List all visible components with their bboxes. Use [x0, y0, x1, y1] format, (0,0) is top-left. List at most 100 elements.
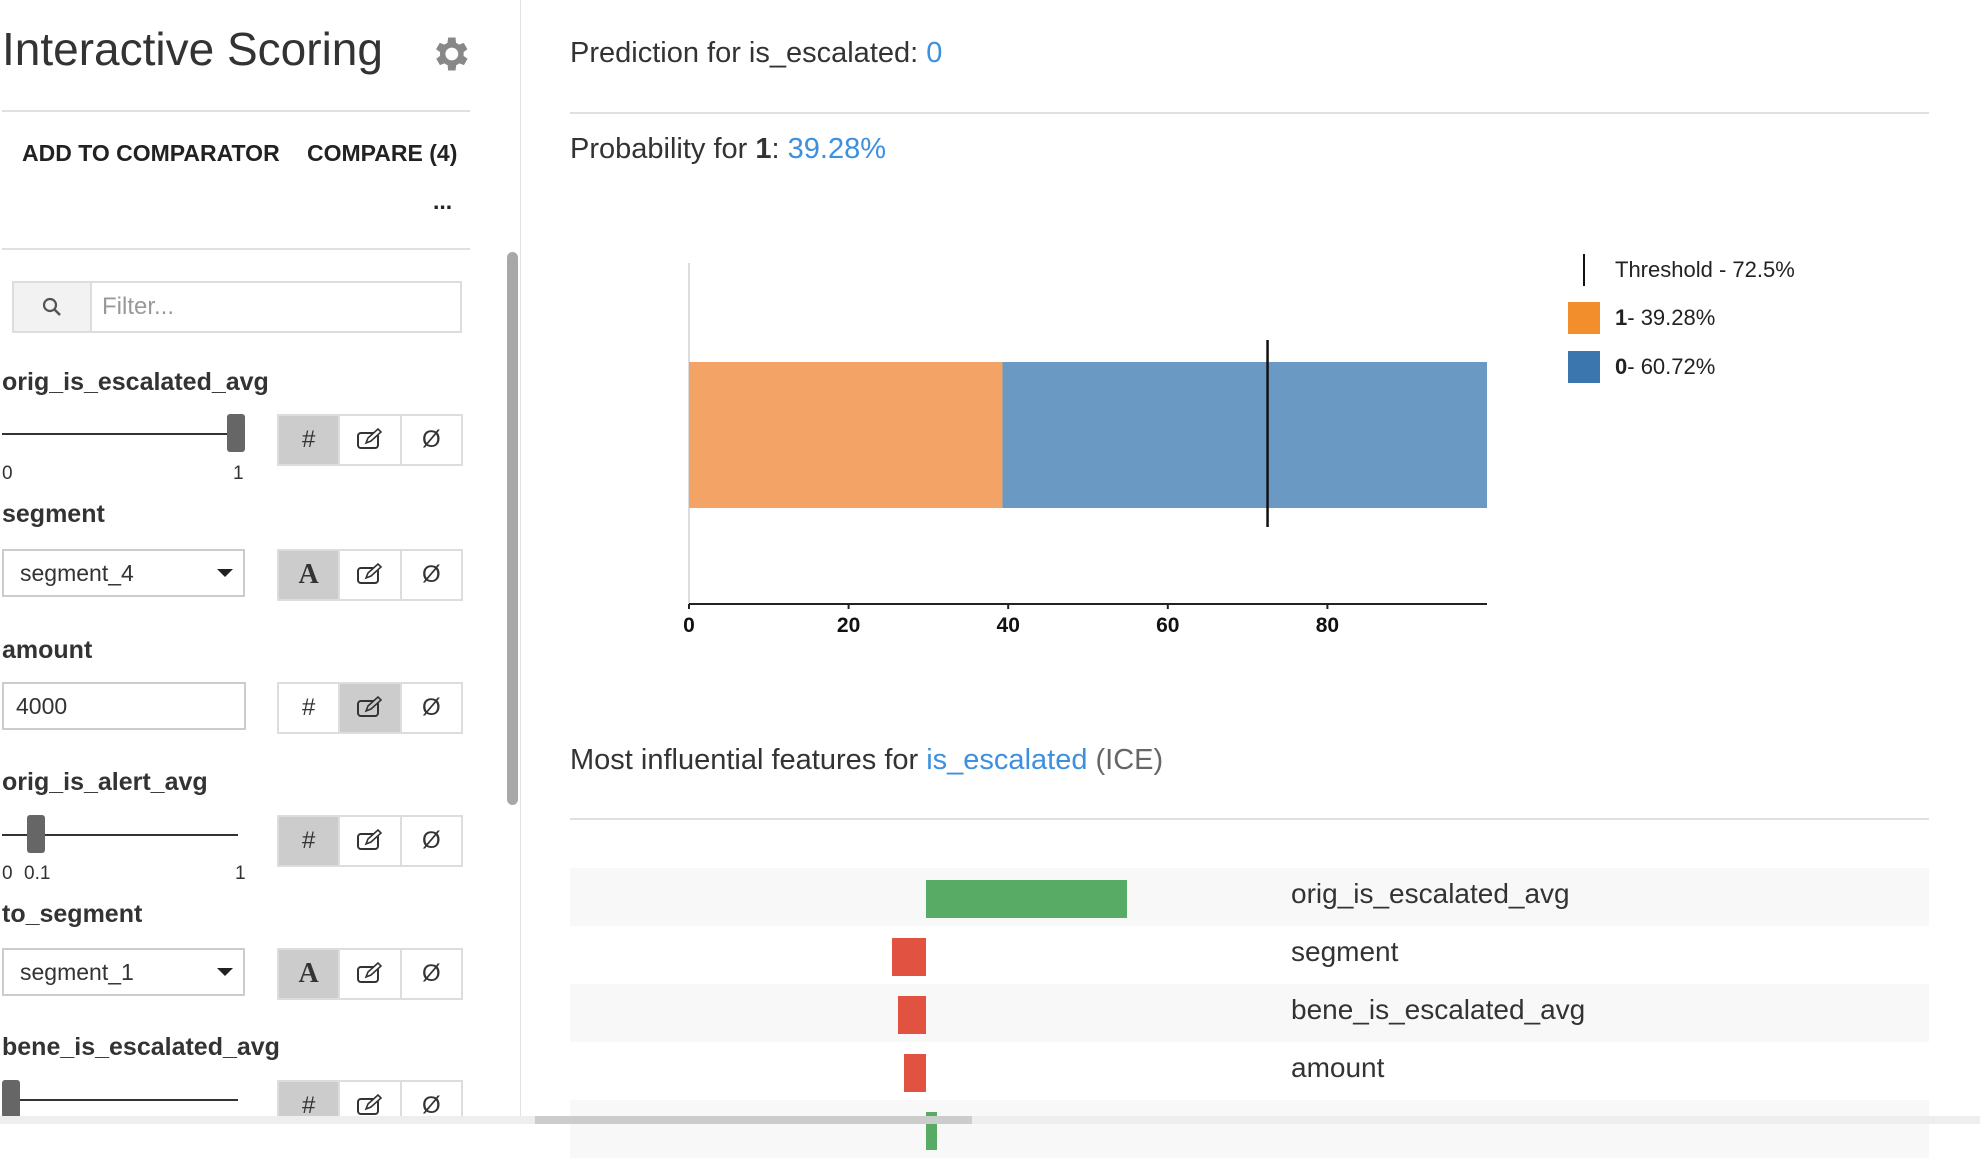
feature-label: orig_is_alert_avg [2, 768, 208, 796]
feature-label: segment [2, 500, 105, 528]
bar-segment-class-0 [1002, 362, 1487, 508]
feature-label: amount [2, 636, 93, 664]
legend-class-1: 1 - 39.28% [1568, 302, 1715, 334]
slider-value-label: 0.1 [24, 863, 51, 884]
add-to-comparator-button[interactable]: ADD TO COMPARATOR [22, 140, 280, 166]
edit-icon[interactable] [340, 684, 402, 732]
to-segment-select[interactable]: segment_1 [2, 948, 245, 996]
gear-icon[interactable] [428, 32, 472, 76]
x-tick-label: 20 [837, 614, 860, 637]
prediction-value: 0 [926, 37, 943, 69]
page-title: Interactive Scoring [2, 23, 383, 75]
feature-row: segment [570, 926, 1929, 984]
horizontal-scrollbar-thumb[interactable] [535, 1116, 972, 1124]
feature-name: segment [1291, 936, 1399, 967]
legend-swatch [1568, 302, 1600, 334]
negative-influence-bar [903, 1054, 926, 1092]
slider-track[interactable] [2, 834, 238, 836]
x-tick-label: 0 [683, 614, 695, 637]
mode-button-group: # Ø [277, 815, 463, 867]
prediction-heading: Prediction for is_escalated: 0 [570, 37, 942, 70]
horizontal-scrollbar-track[interactable] [0, 1116, 1980, 1124]
filter-input[interactable] [92, 283, 460, 331]
feature-label: orig_is_escalated_avg [2, 368, 269, 396]
feature-name: orig_is_escalated_avg [1291, 878, 1570, 909]
legend-label: - 39.28% [1627, 305, 1716, 330]
mode-button-group: # Ø [277, 414, 463, 466]
null-mode-button[interactable]: Ø [421, 561, 441, 588]
null-mode-button[interactable]: Ø [421, 426, 441, 453]
x-tick-label: 60 [1156, 614, 1179, 637]
probability-class: 1 [755, 133, 772, 165]
negative-influence-bar [897, 996, 926, 1034]
mode-button-group: # Ø [277, 682, 463, 734]
probability-heading: Probability for 1: 39.28% [570, 133, 886, 166]
sidebar-scrollbar[interactable] [507, 252, 518, 805]
feature-label: to_segment [2, 900, 143, 928]
edit-icon[interactable] [340, 950, 402, 998]
legend-label: - 60.72% [1627, 354, 1716, 379]
prediction-label: Prediction for is_escalated: [570, 37, 927, 69]
null-mode-button[interactable]: Ø [421, 827, 441, 854]
positive-influence-bar [926, 880, 1127, 918]
legend-threshold: Threshold - 72.5% [1568, 254, 1795, 286]
divider [570, 818, 1929, 820]
categorical-mode-button[interactable]: A [279, 551, 341, 599]
influence-target-link[interactable]: is_escalated [926, 744, 1088, 776]
slider-max-label: 1 [235, 863, 246, 884]
compare-button[interactable]: COMPARE (4) [307, 140, 458, 166]
segment-select[interactable]: segment_4 [2, 549, 245, 597]
select-value: segment_4 [20, 559, 134, 586]
legend-class-0: 0 - 60.72% [1568, 351, 1715, 383]
more-button[interactable]: ... [433, 188, 453, 214]
legend-class: 0 [1615, 354, 1628, 379]
filter-box [12, 281, 462, 333]
numeric-mode-button[interactable]: # [279, 416, 341, 464]
divider [2, 110, 470, 112]
feature-row: orig_is_escalated_avg [570, 868, 1929, 926]
mode-button-group: A Ø [277, 948, 463, 1000]
caret-down-icon [217, 968, 233, 976]
caret-down-icon [217, 569, 233, 577]
probability-colon: : [771, 133, 788, 165]
bar-segment-class-1 [689, 362, 1003, 508]
influence-suffix: (ICE) [1087, 744, 1164, 776]
categorical-mode-button[interactable]: A [279, 950, 341, 998]
feature-row [570, 1100, 1929, 1158]
search-icon [14, 283, 92, 331]
null-mode-button[interactable]: Ø [421, 1092, 441, 1119]
probability-label: Probability for [570, 133, 756, 165]
slider-min-label: 0 [2, 463, 13, 484]
sidebar: Interactive Scoring ADD TO COMPARATOR CO… [0, 0, 521, 1124]
slider-min-label: 0 [2, 863, 13, 884]
legend-label: Threshold - 72.5% [1615, 257, 1795, 282]
numeric-mode-button[interactable]: # [279, 817, 341, 865]
amount-input[interactable] [2, 682, 246, 730]
slider-max-label: 1 [233, 463, 244, 484]
edit-icon[interactable] [340, 817, 402, 865]
influence-prefix: Most influential features for [570, 744, 927, 776]
legend-class: 1 [1615, 305, 1628, 330]
feature-name: amount [1291, 1052, 1385, 1083]
legend-swatch [1568, 351, 1600, 383]
slider-handle[interactable] [2, 1080, 20, 1118]
edit-icon[interactable] [340, 1082, 402, 1124]
feature-name: bene_is_escalated_avg [1291, 994, 1586, 1025]
null-mode-button[interactable]: Ø [421, 694, 441, 721]
negative-influence-bar [891, 938, 926, 976]
feature-row: amount [570, 1042, 1929, 1100]
edit-icon[interactable] [340, 416, 402, 464]
x-tick-label: 40 [997, 614, 1020, 637]
select-value: segment_1 [20, 958, 134, 985]
null-mode-button[interactable]: Ø [421, 960, 441, 987]
threshold-line-swatch [1568, 254, 1600, 286]
divider [570, 112, 1929, 114]
numeric-mode-button[interactable]: # [279, 684, 341, 732]
edit-icon[interactable] [340, 551, 402, 599]
slider-handle[interactable] [27, 815, 45, 853]
divider [2, 248, 470, 250]
mode-button-group: A Ø [277, 549, 463, 601]
slider-track[interactable] [2, 433, 238, 435]
slider-track[interactable] [2, 1099, 238, 1101]
slider-handle[interactable] [227, 414, 245, 452]
